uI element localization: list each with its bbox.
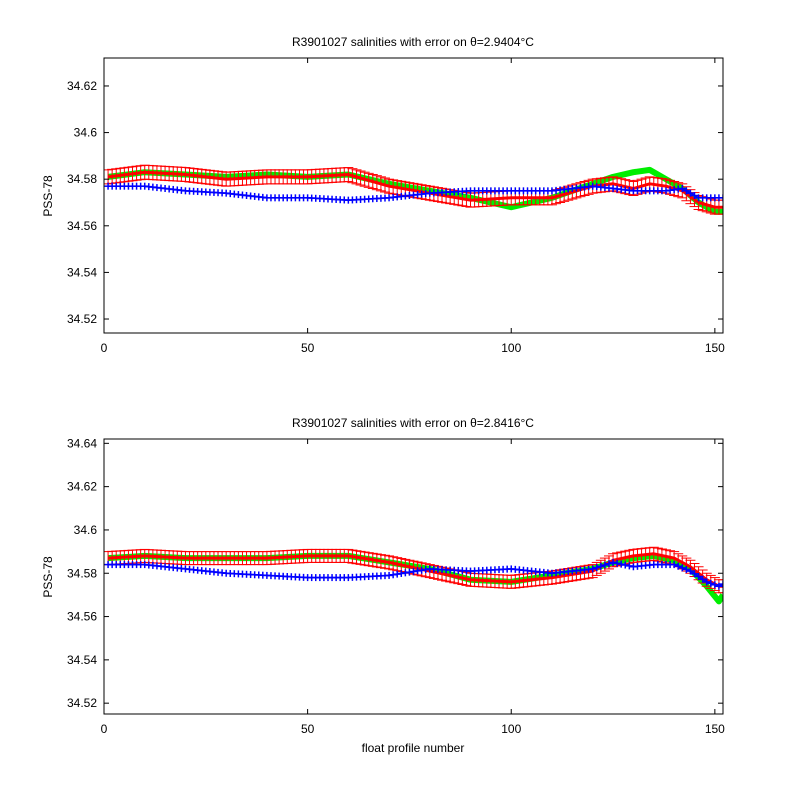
top-chart-y-tick-label: 34.6 (74, 126, 98, 140)
bottom-chart-y-tick-label: 34.56 (67, 610, 97, 624)
bottom-chart-title: R3901027 salinities with error on θ=2.84… (292, 416, 534, 430)
bottom-chart-y-tick-label: 34.62 (67, 480, 97, 494)
bottom-chart-y-tick-label: 34.58 (67, 566, 97, 580)
top-chart-title: R3901027 salinities with error on θ=2.94… (292, 35, 534, 49)
bottom-chart-x-tick-label: 150 (705, 722, 725, 736)
bottom-chart-x-axis-label: float profile number (362, 741, 465, 755)
bottom-chart-blue-series (104, 558, 723, 590)
bottom-chart-y-tick-label: 34.64 (67, 436, 97, 450)
bottom-chart-panel: R3901027 salinities with error on θ=2.84… (41, 416, 725, 755)
bottom-chart-x-tick-label: 50 (301, 722, 315, 736)
bottom-chart-axes-frame (103, 438, 724, 715)
top-chart-plot-area (104, 164, 723, 215)
top-chart-y-tick-label: 34.58 (67, 172, 97, 186)
bottom-chart-y-tick-label: 34.52 (67, 696, 97, 710)
top-chart-y-tick-label: 34.56 (67, 219, 97, 233)
bottom-chart-x-tick-label: 100 (501, 722, 521, 736)
top-chart-green-series-line (107, 166, 723, 215)
bottom-chart-ticks: 0 50 100 150 34.52 34.54 34.56 34.58 34.6 34.62 34… (67, 436, 725, 736)
bottom-chart-plot-area (104, 546, 723, 605)
top-chart-blue-series (104, 182, 723, 204)
top-chart-axes-frame (103, 57, 724, 334)
bottom-chart-y-axis-label: PSS-78 (41, 556, 55, 598)
top-chart-x-tick-label: 100 (501, 341, 521, 355)
bottom-chart-y-tick-label: 34.54 (67, 653, 97, 667)
bottom-chart-x-tick-label: 0 (101, 722, 108, 736)
top-chart-panel: R3901027 salinities with error on θ=2.94… (41, 35, 725, 355)
top-chart-y-tick-label: 34.62 (67, 79, 97, 93)
top-chart-x-tick-label: 50 (301, 341, 315, 355)
top-chart-ticks: 0 50 100 150 34.52 34.54 34.56 34.58 34.6 34.62 (67, 58, 725, 355)
bottom-chart-y-tick-label: 34.6 (74, 523, 98, 537)
top-chart-y-tick-label: 34.52 (67, 312, 97, 326)
top-chart-x-tick-label: 150 (705, 341, 725, 355)
top-chart-y-tick-label: 34.54 (67, 265, 97, 279)
bottom-chart-series-group (104, 546, 723, 605)
top-chart-series-group (104, 164, 723, 215)
top-chart-x-tick-label: 0 (101, 341, 108, 355)
top-chart-y-axis-label: PSS-78 (41, 175, 55, 217)
